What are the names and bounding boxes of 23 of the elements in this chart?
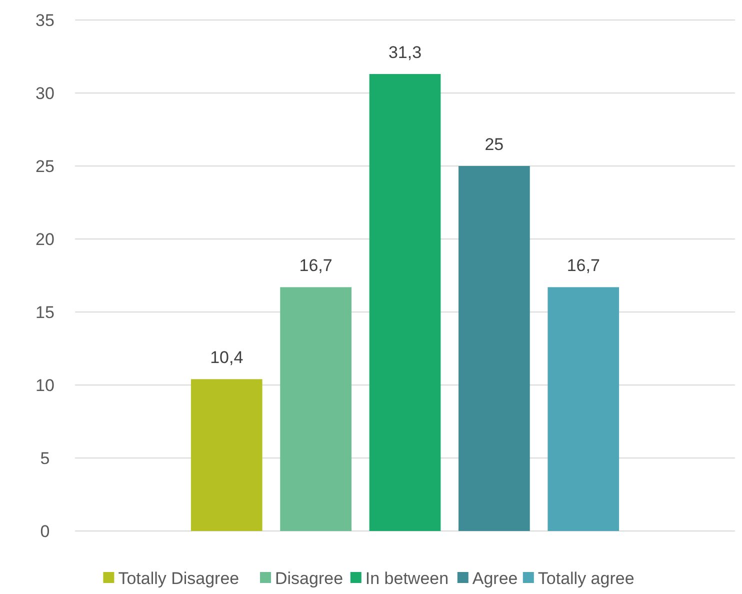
data-label: 16,7 (566, 256, 600, 276)
data-label: 31,3 (388, 43, 422, 62)
bar (548, 287, 620, 531)
y-tick-label: 25 (36, 156, 54, 176)
data-label: 10,4 (210, 348, 244, 368)
y-tick-label: 15 (36, 302, 54, 322)
legend-label: Agree (472, 568, 518, 588)
y-tick-label: 20 (36, 230, 54, 249)
data-label: 16,7 (299, 256, 332, 276)
bar (369, 74, 441, 531)
bar (190, 379, 262, 531)
data-label: 25 (484, 135, 504, 154)
bar (280, 287, 352, 531)
y-tick-label: 30 (36, 84, 54, 103)
legend-label: Disagree (275, 568, 344, 588)
y-tick-label: 5 (40, 448, 50, 468)
legend-label: In between (365, 568, 449, 588)
y-tick-label: 10 (36, 376, 54, 395)
legend-label: Totally agree (538, 568, 634, 588)
legend-label: Totally Disagree (118, 568, 240, 588)
y-tick-label: 0 (40, 522, 50, 541)
y-tick-label: 35 (36, 10, 54, 30)
bar (458, 166, 530, 531)
